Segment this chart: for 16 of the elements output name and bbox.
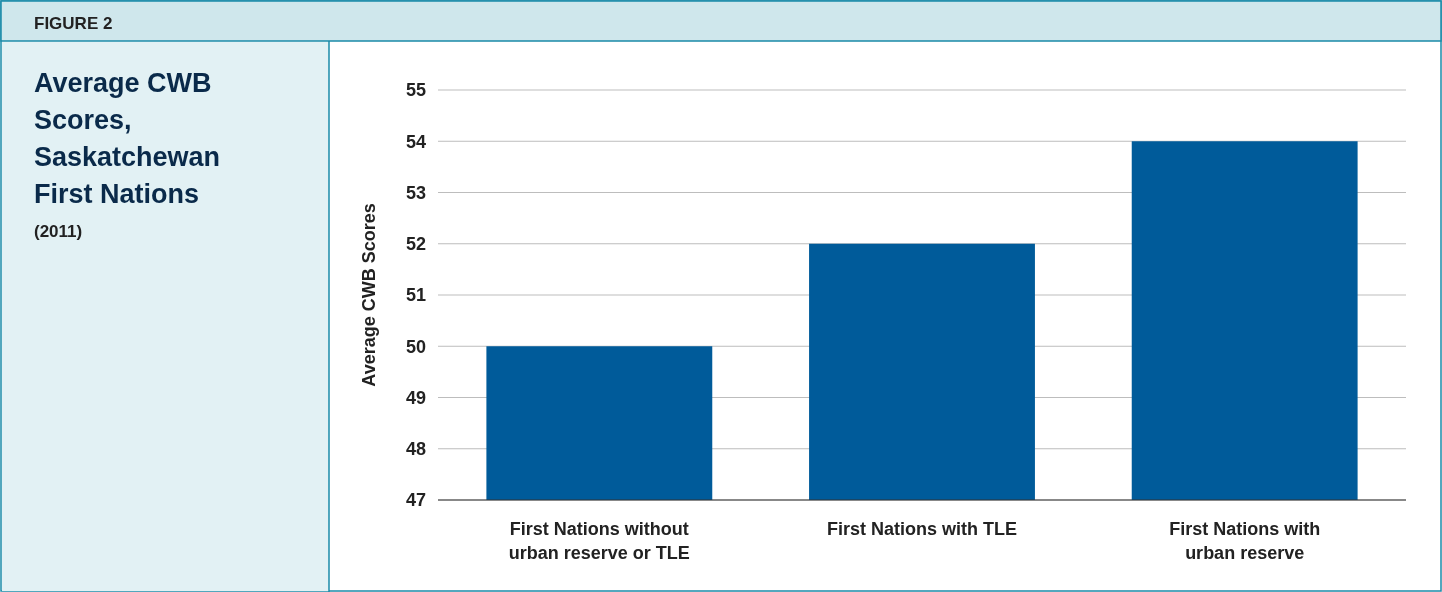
y-tick-label: 54 xyxy=(405,131,426,152)
y-axis-title: Average CWB Scores xyxy=(359,203,379,387)
y-tick-label: 49 xyxy=(405,387,426,408)
y-tick-label: 51 xyxy=(405,285,426,306)
x-tick-label: First Nations with urban reserve xyxy=(1169,519,1321,563)
y-tick-label: 50 xyxy=(405,336,426,357)
y-tick-label: 47 xyxy=(405,490,426,511)
x-tick-label: First Nations with TLE xyxy=(826,519,1018,539)
caption: FIGURE 2 xyxy=(34,14,113,33)
x-tick-label: First Nations without urban reserve or TLE xyxy=(508,519,690,563)
y-tick-label: 53 xyxy=(405,182,426,203)
text: (2011) xyxy=(34,222,83,241)
text: Average CWB Scores, Saskatchewan First Nations xyxy=(34,68,221,209)
y-tick-label: 48 xyxy=(405,439,426,460)
y-tick-label: 55 xyxy=(405,80,426,101)
y-tick-label: 52 xyxy=(405,234,426,255)
